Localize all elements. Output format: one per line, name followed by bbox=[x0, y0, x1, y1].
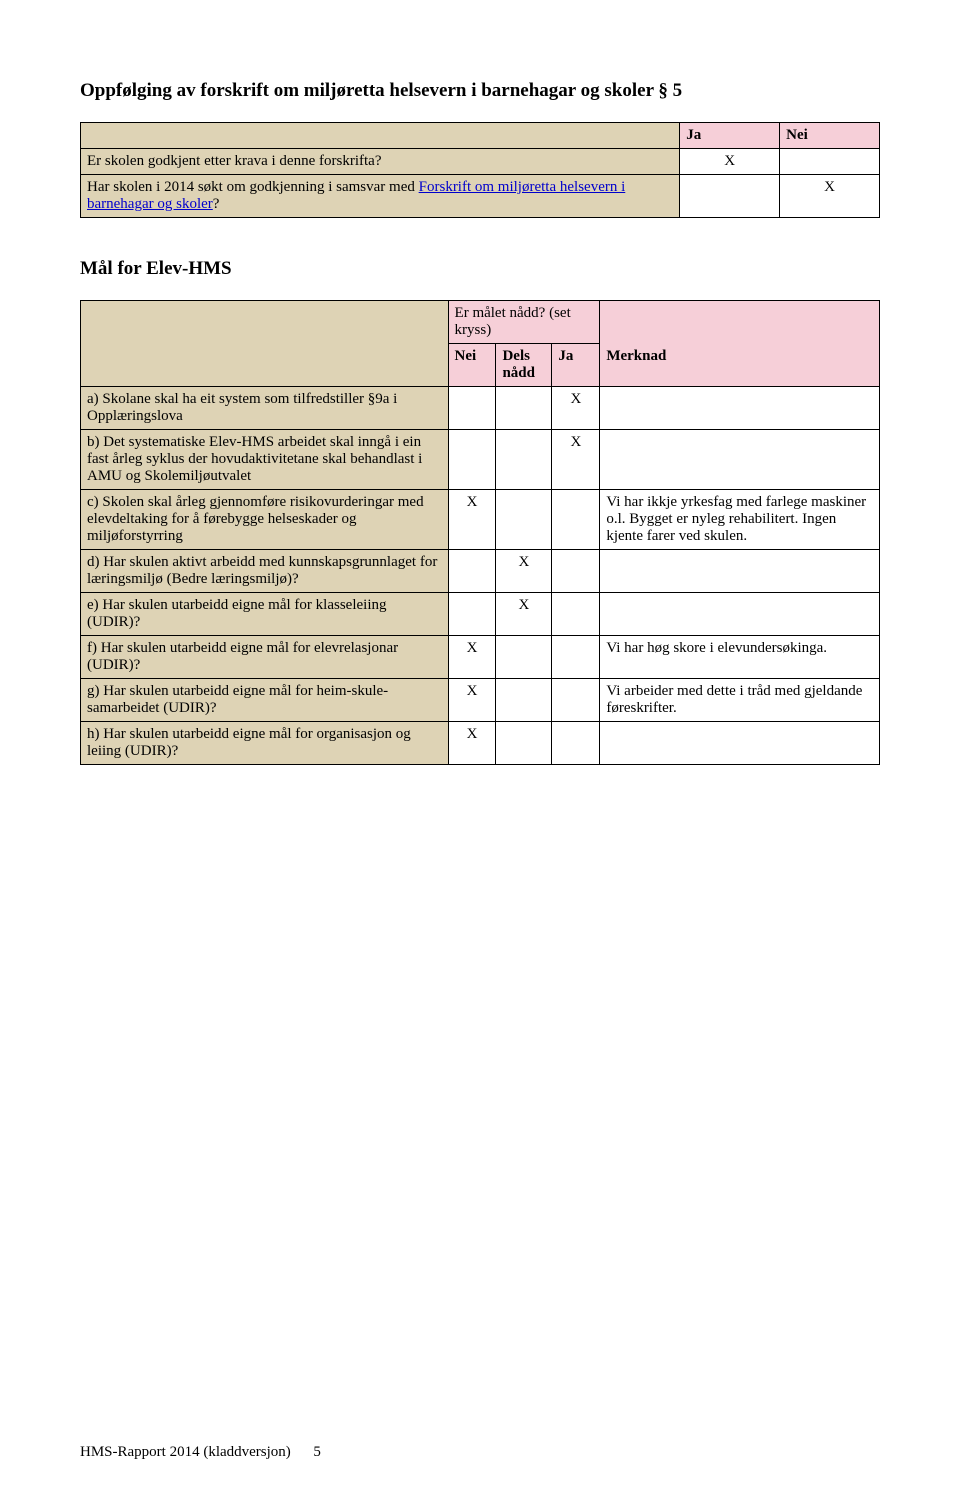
t2-r4-nei bbox=[448, 593, 496, 636]
t2-header-merk-blank bbox=[600, 301, 880, 344]
t2-r5-merk: Vi har høg skore i elevundersøkinga. bbox=[600, 636, 880, 679]
t2-r1-dels bbox=[496, 430, 552, 490]
t2-r4-dels: X bbox=[496, 593, 552, 636]
t1-r0-ja: X bbox=[680, 149, 780, 175]
table-row: e) Har skulen utarbeidd eigne mål for kl… bbox=[81, 593, 880, 636]
t1-r1-ja bbox=[680, 175, 780, 218]
table-row: d) Har skulen aktivt arbeidd med kunnska… bbox=[81, 550, 880, 593]
table-row: b) Det systematiske Elev-HMS arbeidet sk… bbox=[81, 430, 880, 490]
t1-blank-header bbox=[81, 123, 680, 149]
t2-header-merk: Merknad bbox=[600, 344, 880, 387]
t2-header-dels: Dels nådd bbox=[496, 344, 552, 387]
t2-r1-q: b) Det systematiske Elev-HMS arbeidet sk… bbox=[81, 430, 449, 490]
t2-r7-q: h) Har skulen utarbeidd eigne mål for or… bbox=[81, 722, 449, 765]
table-row: f) Har skulen utarbeidd eigne mål for el… bbox=[81, 636, 880, 679]
t2-r0-nei bbox=[448, 387, 496, 430]
malfor-title: Mål for Elev-HMS bbox=[80, 258, 880, 280]
t2-r5-dels bbox=[496, 636, 552, 679]
t2-header-nei: Nei bbox=[448, 344, 496, 387]
t1-r1-post: ? bbox=[213, 196, 220, 212]
t2-r7-merk bbox=[600, 722, 880, 765]
t2-blank-header bbox=[81, 301, 449, 387]
t2-header-top: Er målet nådd? (set kryss) bbox=[448, 301, 600, 344]
t2-r0-merk bbox=[600, 387, 880, 430]
t2-r0-dels bbox=[496, 387, 552, 430]
t2-r2-nei: X bbox=[448, 490, 496, 550]
t1-r1-q: Har skolen i 2014 søkt om godkjenning i … bbox=[81, 175, 680, 218]
t2-r1-nei bbox=[448, 430, 496, 490]
t1-header-ja: Ja bbox=[680, 123, 780, 149]
table-row: c) Skolen skal årleg gjennomføre risikov… bbox=[81, 490, 880, 550]
t2-r7-dels bbox=[496, 722, 552, 765]
t2-r3-merk bbox=[600, 550, 880, 593]
table-row: a) Skolane skal ha eit system som tilfre… bbox=[81, 387, 880, 430]
t1-r1-pre: Har skolen i 2014 søkt om godkjenning i … bbox=[87, 179, 419, 195]
table-elevhms: Er målet nådd? (set kryss) Nei Dels nådd… bbox=[80, 300, 880, 765]
t2-r1-merk bbox=[600, 430, 880, 490]
t2-r4-ja bbox=[552, 593, 600, 636]
footer-page-no: 5 bbox=[313, 1444, 321, 1460]
table-row: h) Har skulen utarbeidd eigne mål for or… bbox=[81, 722, 880, 765]
t2-r5-ja bbox=[552, 636, 600, 679]
t2-r6-q: g) Har skulen utarbeidd eigne mål for he… bbox=[81, 679, 449, 722]
t2-r4-q: e) Har skulen utarbeidd eigne mål for kl… bbox=[81, 593, 449, 636]
footer-left: HMS-Rapport 2014 (kladdversjon) bbox=[80, 1444, 291, 1460]
section5-title: Oppfølging av forskrift om miljøretta he… bbox=[80, 80, 880, 102]
page-footer: HMS-Rapport 2014 (kladdversjon) 5 bbox=[80, 1444, 321, 1461]
t2-header-ja: Ja bbox=[552, 344, 600, 387]
table-row: Har skolen i 2014 søkt om godkjenning i … bbox=[81, 175, 880, 218]
t1-header-nei: Nei bbox=[780, 123, 880, 149]
t2-r2-q: c) Skolen skal årleg gjennomføre risikov… bbox=[81, 490, 449, 550]
t2-r4-merk bbox=[600, 593, 880, 636]
table-row: Er skolen godkjent etter krava i denne f… bbox=[81, 149, 880, 175]
t1-r0-nei bbox=[780, 149, 880, 175]
t2-r6-nei: X bbox=[448, 679, 496, 722]
t2-r0-q: a) Skolane skal ha eit system som tilfre… bbox=[81, 387, 449, 430]
t2-r7-ja bbox=[552, 722, 600, 765]
t2-r5-nei: X bbox=[448, 636, 496, 679]
table-forskrift: Ja Nei Er skolen godkjent etter krava i … bbox=[80, 122, 880, 218]
table-row: g) Har skulen utarbeidd eigne mål for he… bbox=[81, 679, 880, 722]
t2-r3-dels: X bbox=[496, 550, 552, 593]
t2-r7-nei: X bbox=[448, 722, 496, 765]
t2-r3-ja bbox=[552, 550, 600, 593]
t2-r3-nei bbox=[448, 550, 496, 593]
t2-r0-ja: X bbox=[552, 387, 600, 430]
t2-r6-merk: Vi arbeider med dette i tråd med gjeldan… bbox=[600, 679, 880, 722]
t2-r2-merk: Vi har ikkje yrkesfag med farlege maskin… bbox=[600, 490, 880, 550]
t2-r1-ja: X bbox=[552, 430, 600, 490]
t2-r6-ja bbox=[552, 679, 600, 722]
t1-r0-q: Er skolen godkjent etter krava i denne f… bbox=[81, 149, 680, 175]
t2-r5-q: f) Har skulen utarbeidd eigne mål for el… bbox=[81, 636, 449, 679]
t2-r2-ja bbox=[552, 490, 600, 550]
t2-r3-q: d) Har skulen aktivt arbeidd med kunnska… bbox=[81, 550, 449, 593]
t2-r6-dels bbox=[496, 679, 552, 722]
t2-r2-dels bbox=[496, 490, 552, 550]
t1-r1-nei: X bbox=[780, 175, 880, 218]
